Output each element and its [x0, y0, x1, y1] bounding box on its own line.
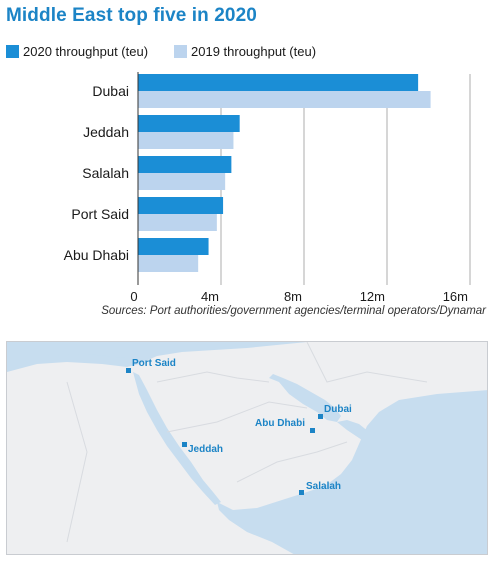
bar-2020	[138, 197, 224, 214]
bar-2020	[138, 238, 209, 255]
legend-swatch-2019	[174, 45, 187, 58]
port-map: Port Said Jeddah Abu Dhabi Dubai Salalah	[6, 341, 488, 555]
port-marker	[299, 490, 304, 495]
legend-swatch-2020	[6, 45, 19, 58]
bar-2019	[138, 132, 234, 149]
port-marker	[126, 368, 131, 373]
chart-source: Sources: Port authorities/government age…	[101, 305, 486, 317]
bar-2019	[138, 91, 431, 108]
category-label: Abu Dhabi	[64, 247, 129, 263]
category-label: Dubai	[92, 83, 129, 99]
port-label: Jeddah	[188, 444, 224, 455]
port-label: Dubai	[324, 404, 352, 415]
bar-2019	[138, 173, 226, 190]
port-marker	[310, 428, 315, 433]
legend-label-2020: 2020 throughput (teu)	[23, 44, 149, 59]
bar-2020	[138, 74, 419, 91]
legend-label-2019: 2019 throughput (teu)	[191, 44, 317, 59]
chart-title: Middle East top five in 2020	[6, 5, 257, 26]
bar-chart: Dubai Jeddah Salalah Port Said Abu Dhabi 0 4m 8…	[64, 72, 471, 302]
port-label: Salalah	[306, 481, 342, 492]
port-marker	[318, 414, 323, 419]
category-label: Jeddah	[83, 124, 129, 140]
x-tick-label: 12m	[360, 289, 385, 302]
bar-2020	[138, 115, 240, 132]
bar-2019	[138, 214, 217, 231]
x-tick-label: 16m	[443, 289, 468, 302]
port-label: Abu Dhabi	[255, 418, 305, 429]
x-tick-label: 8m	[284, 289, 302, 302]
map-background	[7, 342, 487, 554]
bar-2020	[138, 156, 232, 173]
category-label: Port Said	[71, 206, 129, 222]
x-tick-label: 0	[130, 289, 137, 302]
category-label: Salalah	[82, 165, 129, 181]
port-label: Port Said	[132, 358, 176, 369]
x-tick-label: 4m	[201, 289, 219, 302]
port-marker	[182, 442, 187, 447]
bar-2019	[138, 255, 199, 272]
